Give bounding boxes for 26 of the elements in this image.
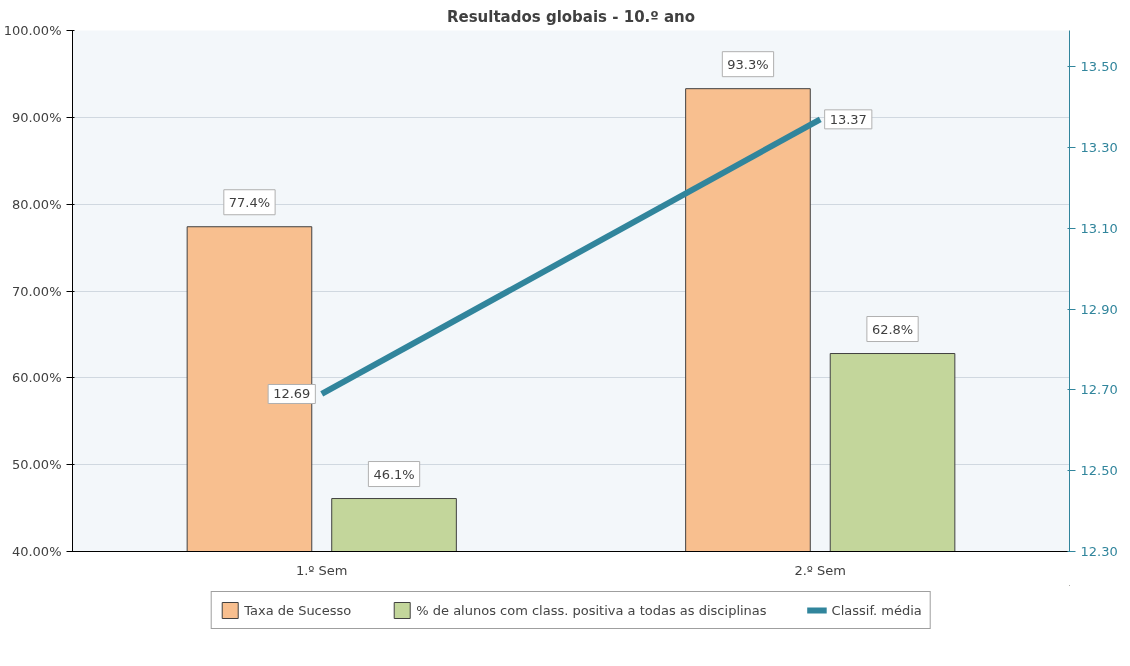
y2-tick-label: 12.30 <box>1080 544 1118 559</box>
data-label: 12.69 <box>273 386 311 402</box>
chart-title: Resultados globais - 10.º ano <box>446 7 696 26</box>
y2-tick-label: 13.10 <box>1080 220 1118 236</box>
data-label: 46.1% <box>373 466 415 482</box>
legend-label: % de alunos com class. positiva a todas as disciplinas <box>416 602 767 618</box>
y-tick-label: 40.00% <box>11 544 62 559</box>
x-tick-label: 1.º Sem <box>295 562 348 578</box>
x-tick-label: 2.º Sem <box>794 562 847 578</box>
legend-label: Classif. média <box>831 602 922 618</box>
y-tick-label: 90.00% <box>11 109 62 125</box>
data-label: 13.37 <box>829 111 867 127</box>
data-label: 93.3% <box>727 56 769 72</box>
y2-tick-label: 12.70 <box>1080 382 1118 398</box>
y-tick-label: 50.00% <box>11 457 62 473</box>
y2-tick-label: 12.50 <box>1080 463 1118 479</box>
y-tick-label: 80.00% <box>11 196 62 212</box>
data-label: 62.8% <box>871 321 914 337</box>
y2-tick-label: 13.50 <box>1080 59 1118 75</box>
y-tick-label: 100.00% <box>3 23 62 38</box>
y-tick-label: 60.00% <box>11 370 62 386</box>
y2-tick-label: 13.30 <box>1080 140 1118 156</box>
y2-tick-label: 12.90 <box>1080 301 1118 317</box>
legend-label: Taxa de Sucesso <box>244 602 352 618</box>
data-label: 77.4% <box>228 194 271 210</box>
y-tick-label: 70.00% <box>11 283 62 299</box>
